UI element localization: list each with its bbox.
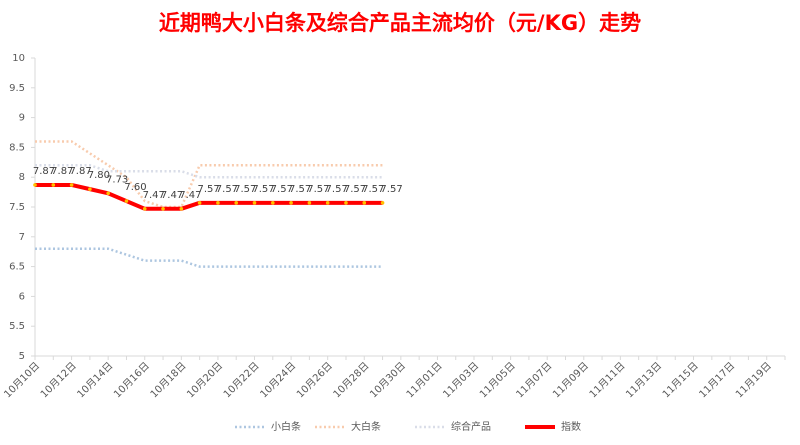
x-tick-label: 11月15日 — [660, 360, 701, 401]
x-tick-label: 11月05日 — [477, 360, 518, 401]
data-label: 7.87 — [33, 166, 55, 177]
marker — [252, 201, 257, 205]
x-tick-label: 10月10日 — [2, 360, 43, 401]
marker — [216, 201, 220, 205]
data-label: 7.57 — [326, 184, 348, 195]
y-tick-label: 5.5 — [9, 321, 25, 332]
data-label: 7.80 — [88, 170, 110, 181]
data-label: 7.57 — [216, 184, 238, 195]
marker — [271, 201, 275, 205]
marker — [307, 201, 312, 205]
marker — [106, 191, 110, 196]
series-line — [35, 247, 383, 268]
legend-label: 大白条 — [351, 420, 381, 433]
marker — [69, 183, 74, 187]
x-tick-label: 10月16日 — [111, 360, 152, 401]
y-tick-label: 5 — [19, 351, 25, 362]
y-tick-label: 6.5 — [9, 262, 25, 273]
marker — [380, 201, 385, 205]
legend-label: 指数 — [561, 420, 581, 433]
marker — [344, 201, 348, 205]
x-tick-label: 10月30日 — [367, 360, 408, 401]
y-tick-label: 7.5 — [9, 202, 25, 213]
x-tick-label: 10月24日 — [258, 360, 299, 401]
y-tick-label: 9.5 — [9, 83, 25, 94]
x-tick-label: 10月12日 — [38, 360, 79, 401]
data-label: 7.73 — [106, 174, 128, 185]
x-tick-label: 10月28日 — [331, 360, 372, 401]
marker — [289, 201, 293, 205]
marker — [124, 199, 129, 203]
y-tick-label: 7 — [19, 232, 25, 243]
legend-label: 小白条 — [271, 420, 301, 433]
y-tick-label: 6 — [19, 291, 25, 302]
marker — [142, 206, 147, 211]
data-label: 7.87 — [51, 166, 73, 177]
marker — [51, 183, 56, 187]
x-tick-label: 11月09日 — [550, 360, 591, 401]
x-tick-label: 11月07日 — [514, 360, 555, 401]
marker — [234, 201, 239, 205]
y-tick-label: 8 — [19, 172, 25, 183]
data-label: 7.57 — [198, 184, 220, 195]
x-tick-label: 10月20日 — [185, 360, 226, 401]
x-tick-label: 10月26日 — [294, 360, 335, 401]
data-label: 7.47 — [143, 190, 165, 201]
data-label: 7.57 — [307, 184, 329, 195]
marker — [179, 206, 184, 211]
x-tick-label: 11月01日 — [404, 360, 445, 401]
data-label: 7.87 — [69, 166, 91, 177]
data-label: 7.57 — [234, 184, 256, 195]
chart-title: 近期鸭大小白条及综合产品主流均价（元/KG）走势 — [159, 11, 641, 35]
x-tick-label: 10月18日 — [148, 360, 189, 401]
x-tick-label: 11月17日 — [697, 360, 738, 401]
data-label: 7.57 — [344, 184, 366, 195]
y-tick-label: 8.5 — [9, 142, 25, 153]
series-line — [35, 164, 383, 179]
marker — [88, 187, 92, 191]
data-label: 7.57 — [380, 184, 402, 195]
data-label: 7.47 — [179, 190, 201, 201]
data-label: 7.57 — [289, 184, 311, 195]
marker — [325, 201, 330, 205]
x-tick-label: 10月14日 — [75, 360, 116, 401]
y-tick-label: 9 — [19, 113, 25, 124]
data-label: 7.57 — [252, 184, 274, 195]
x-tick-label: 11月11日 — [587, 360, 628, 401]
marker — [197, 201, 202, 205]
x-tick-label: 11月03日 — [441, 360, 482, 401]
marker — [362, 201, 367, 205]
data-label: 7.57 — [362, 184, 384, 195]
x-tick-label: 11月13日 — [624, 360, 665, 401]
y-tick-label: 10 — [12, 53, 25, 64]
legend-label: 综合产品 — [451, 420, 491, 433]
marker — [33, 183, 37, 187]
x-tick-label: 11月19日 — [733, 360, 774, 401]
data-label: 7.47 — [161, 190, 183, 201]
marker — [161, 206, 165, 211]
x-tick-label: 10月22日 — [221, 360, 262, 401]
data-label: 7.60 — [124, 182, 146, 193]
series-line — [35, 182, 383, 211]
data-label: 7.57 — [271, 184, 293, 195]
